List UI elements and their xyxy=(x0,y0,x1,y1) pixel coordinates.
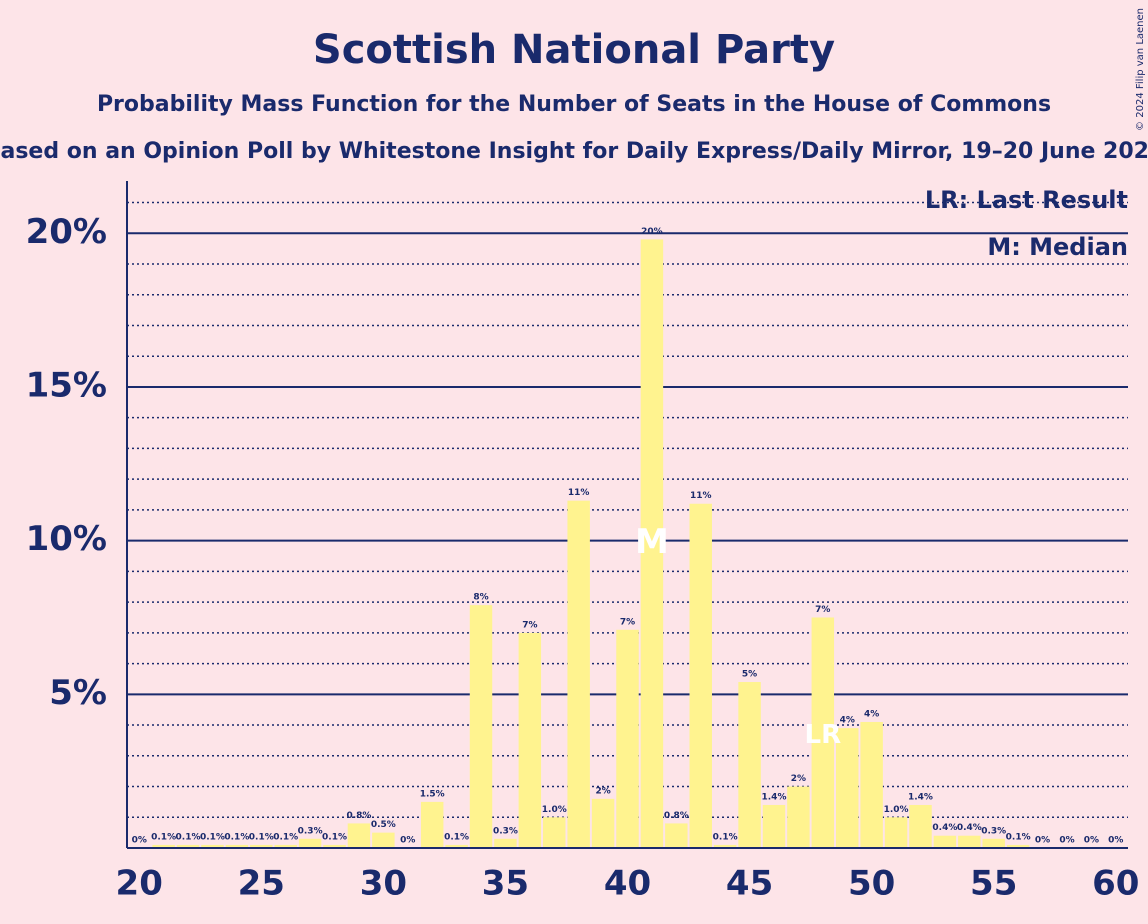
value-label: 0.3% xyxy=(981,826,1006,836)
x-tick-label: 35 xyxy=(482,864,529,904)
bar xyxy=(176,844,200,848)
value-label: 1.0% xyxy=(542,805,567,815)
value-label: 1.5% xyxy=(420,789,445,799)
value-label: 0% xyxy=(1059,836,1074,846)
value-label: 7% xyxy=(620,617,635,627)
chart-title: Scottish National Party xyxy=(313,27,835,73)
last_result-marker: LR xyxy=(805,720,842,750)
x-tick-label: 20 xyxy=(116,864,163,904)
x-tick-label: 55 xyxy=(970,864,1017,904)
value-label: 5% xyxy=(742,670,757,680)
x-tick-label: 60 xyxy=(1092,864,1139,904)
value-label: 7% xyxy=(815,605,830,615)
bar xyxy=(543,817,566,848)
bar xyxy=(713,844,737,848)
value-label: 7% xyxy=(522,620,537,630)
x-tick-label: 25 xyxy=(238,864,285,904)
value-label: 1.4% xyxy=(908,792,933,802)
value-label: 1.4% xyxy=(762,792,787,802)
copyright: © 2024 Filip van Laenen xyxy=(1135,8,1146,131)
bar xyxy=(640,239,664,848)
value-label: 0.3% xyxy=(298,826,323,836)
value-label: 0% xyxy=(1084,836,1099,846)
value-label: 0% xyxy=(400,836,415,846)
y-tick-label: 20% xyxy=(26,212,107,252)
bar xyxy=(860,721,883,848)
bar xyxy=(958,835,981,848)
value-label: 4% xyxy=(864,709,879,719)
y-tick-label: 5% xyxy=(49,673,107,713)
bar xyxy=(616,629,639,848)
bar xyxy=(420,801,444,848)
value-label: 0.1% xyxy=(151,832,176,842)
value-label: 20% xyxy=(641,227,663,237)
x-tick-label: 40 xyxy=(604,864,651,904)
y-tick-label: 15% xyxy=(26,365,107,405)
bar xyxy=(298,838,322,848)
bar xyxy=(787,786,810,848)
bar xyxy=(689,503,712,848)
value-label: 0.1% xyxy=(200,832,225,842)
bar xyxy=(884,817,908,848)
value-label: 2% xyxy=(791,774,806,784)
bar xyxy=(372,832,395,848)
bar xyxy=(225,844,249,848)
chart-caption: Based on an Opinion Poll by Whitestone I… xyxy=(0,139,1148,164)
value-label: 0.1% xyxy=(1006,832,1031,842)
bar xyxy=(836,728,859,848)
legend-entry: LR: Last Result xyxy=(925,186,1128,214)
bar xyxy=(152,844,175,848)
x-tick-label: 45 xyxy=(726,864,773,904)
value-label: 0.1% xyxy=(249,832,274,842)
value-label: 0.8% xyxy=(664,811,689,821)
value-label: 0.3% xyxy=(493,826,518,836)
bar xyxy=(445,844,468,848)
value-label: 0.4% xyxy=(957,823,982,833)
value-label: 0.1% xyxy=(713,832,738,842)
bar xyxy=(909,804,932,848)
bar xyxy=(347,823,371,848)
value-label: 4% xyxy=(840,716,855,726)
bar xyxy=(982,838,1005,848)
bar xyxy=(665,823,688,848)
bar xyxy=(494,838,517,848)
median-marker: M xyxy=(635,522,669,562)
value-label: 1.0% xyxy=(884,805,909,815)
value-label: 0.1% xyxy=(322,832,347,842)
value-label: 11% xyxy=(568,488,590,498)
bar xyxy=(469,605,493,848)
bar xyxy=(738,682,761,848)
y-tick-label: 10% xyxy=(26,519,107,559)
value-label: 0.1% xyxy=(176,832,201,842)
value-label: 0% xyxy=(132,836,147,846)
value-label: 0.1% xyxy=(444,832,469,842)
value-label: 8% xyxy=(473,593,488,603)
x-tick-label: 50 xyxy=(848,864,895,904)
x-tick-label: 30 xyxy=(360,864,407,904)
bar xyxy=(250,844,273,848)
bar xyxy=(274,844,297,848)
bar xyxy=(323,844,346,848)
value-label: 2% xyxy=(595,786,610,796)
bar xyxy=(518,632,542,848)
bar xyxy=(201,844,224,848)
bar xyxy=(762,804,786,848)
value-label: 0.5% xyxy=(371,820,396,830)
bar xyxy=(933,835,957,848)
bar xyxy=(1006,844,1030,848)
value-label: 0.8% xyxy=(346,811,371,821)
legend-entry: M: Median xyxy=(987,233,1128,261)
value-label: 0.1% xyxy=(273,832,298,842)
bar xyxy=(811,617,835,848)
chart-subtitle: Probability Mass Function for the Number… xyxy=(97,92,1051,117)
value-label: 0.1% xyxy=(224,832,249,842)
bar xyxy=(567,500,590,848)
value-label: 0.4% xyxy=(932,823,957,833)
value-label: 0% xyxy=(1108,836,1123,846)
value-label: 0% xyxy=(1035,836,1050,846)
bar xyxy=(591,798,615,848)
value-label: 11% xyxy=(690,491,712,501)
